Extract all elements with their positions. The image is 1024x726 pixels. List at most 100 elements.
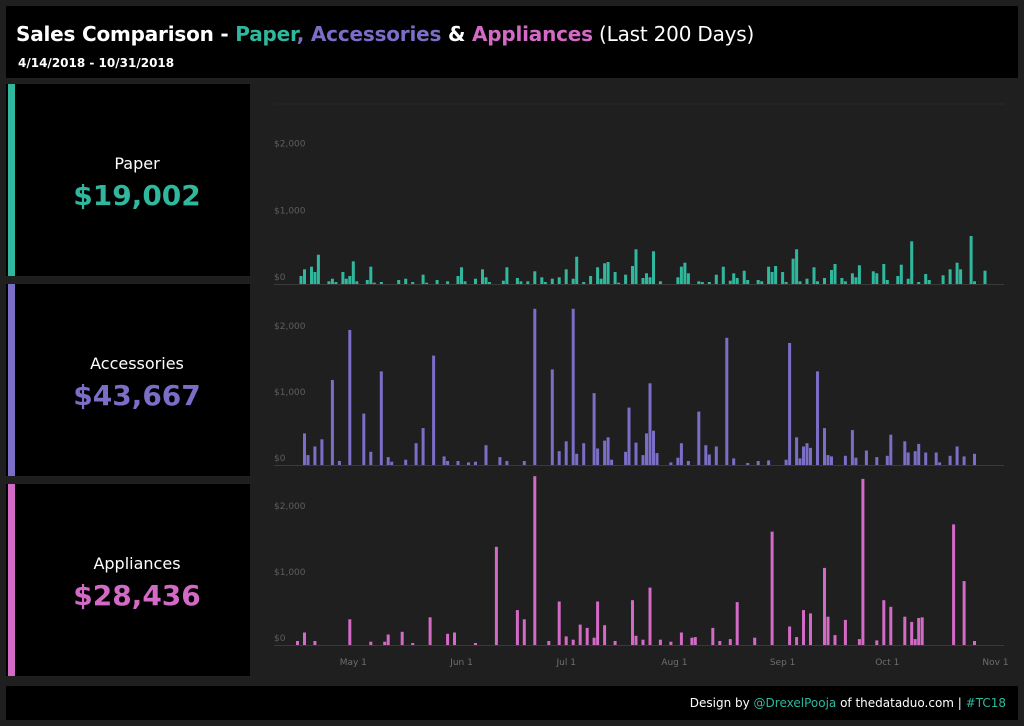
bar-paper <box>840 278 844 284</box>
bar-paper <box>421 274 425 284</box>
bar-accessories <box>707 454 711 465</box>
bar-paper <box>330 278 334 284</box>
bar-paper <box>812 267 816 284</box>
bar-paper <box>735 278 739 284</box>
y-tick-label: $2,000 <box>274 502 306 512</box>
bar-appliances <box>348 619 352 645</box>
bar-accessories <box>823 428 826 465</box>
bar-paper <box>781 272 785 284</box>
bar-paper <box>676 277 680 284</box>
x-tick-label: Sep 1 <box>770 658 796 668</box>
bar-accessories <box>924 452 928 465</box>
x-tick-label: May 1 <box>340 658 367 668</box>
bar-appliances <box>917 618 921 645</box>
bar-appliances <box>693 637 697 645</box>
bar-paper <box>875 273 879 284</box>
kpi-card-appliances: Appliances $28,436 <box>6 484 250 676</box>
bar-paper <box>686 273 690 284</box>
bar-appliances <box>903 616 907 645</box>
bar-accessories <box>697 411 701 465</box>
bar-paper <box>505 267 509 284</box>
bar-appliances <box>522 619 526 645</box>
bar-paper <box>917 282 921 284</box>
bar-accessories <box>784 459 788 465</box>
bar-paper <box>973 281 976 284</box>
x-tick-label: Aug 1 <box>661 658 687 668</box>
bar-paper <box>728 280 732 284</box>
bar-paper <box>460 267 463 284</box>
bar-appliances <box>596 601 600 645</box>
bar-appliances <box>400 631 404 645</box>
bar-appliances <box>474 643 477 645</box>
bar-accessories <box>337 461 341 465</box>
bar-appliances <box>833 635 837 645</box>
y-tick-label: $0 <box>274 273 286 283</box>
bar-paper <box>484 277 488 284</box>
bar-paper <box>550 278 554 284</box>
kpi-value: $19,002 <box>73 179 201 212</box>
bar-paper <box>652 251 655 284</box>
bar-paper <box>575 256 579 284</box>
bar-paper <box>365 280 369 284</box>
bar-paper <box>746 280 750 284</box>
bar-paper <box>540 277 544 284</box>
bar-paper <box>882 264 886 284</box>
bar-paper <box>658 281 662 284</box>
bar-appliances <box>962 581 966 645</box>
y-tick-label: $1,000 <box>274 568 306 578</box>
bar-appliances <box>973 641 976 645</box>
bar-paper <box>463 281 467 284</box>
bar-appliances <box>788 626 792 645</box>
bar-paper <box>850 273 854 284</box>
bar-paper <box>843 281 847 284</box>
bar-appliances <box>718 641 722 645</box>
bar-paper <box>756 280 760 284</box>
bar-paper <box>397 280 401 284</box>
bar-paper <box>742 270 746 284</box>
y-tick-label: $2,000 <box>274 140 306 150</box>
kpi-stripe <box>8 484 15 676</box>
x-tick-label: Oct 1 <box>875 658 899 668</box>
bar-accessories <box>313 446 317 465</box>
bar-paper <box>313 272 317 284</box>
bar-paper <box>645 273 648 284</box>
bar-paper <box>369 266 373 284</box>
bar-paper <box>425 282 429 284</box>
bar-appliances <box>641 639 645 645</box>
bar-appliances <box>494 546 498 645</box>
bar-paper <box>906 278 910 284</box>
bar-paper <box>299 276 303 284</box>
x-tick-label: Jun 1 <box>449 658 473 668</box>
bar-paper <box>885 280 889 284</box>
footer-site: of thedataduo.com | <box>836 696 966 710</box>
bar-paper <box>707 282 711 284</box>
bar-paper <box>606 262 610 284</box>
hashtag-link[interactable]: #TC18 <box>965 696 1006 710</box>
bar-accessories <box>432 355 436 465</box>
bar-paper <box>683 262 687 284</box>
bar-accessories <box>725 337 729 465</box>
bar-accessories <box>610 459 614 465</box>
bar-paper <box>310 266 313 284</box>
bar-appliances <box>634 635 638 645</box>
bar-accessories <box>805 443 809 465</box>
bar-accessories <box>767 460 771 465</box>
bar-paper <box>927 280 931 284</box>
bar-paper <box>599 278 603 284</box>
bar-accessories <box>850 430 854 465</box>
bar-accessories <box>854 457 858 465</box>
bar-accessories <box>669 462 673 465</box>
title-amp: & <box>441 22 472 46</box>
bar-accessories <box>484 445 488 465</box>
author-handle-link[interactable]: @DrexelPooja <box>753 696 837 710</box>
bar-paper <box>446 281 450 284</box>
bar-paper <box>767 266 771 284</box>
bar-accessories <box>379 371 383 465</box>
bar-accessories <box>648 383 652 465</box>
bar-paper <box>519 281 523 284</box>
bar-accessories <box>962 456 966 465</box>
bar-accessories <box>533 308 537 465</box>
bar-appliances <box>857 639 861 645</box>
bar-appliances <box>592 637 596 645</box>
bar-accessories <box>955 446 959 465</box>
